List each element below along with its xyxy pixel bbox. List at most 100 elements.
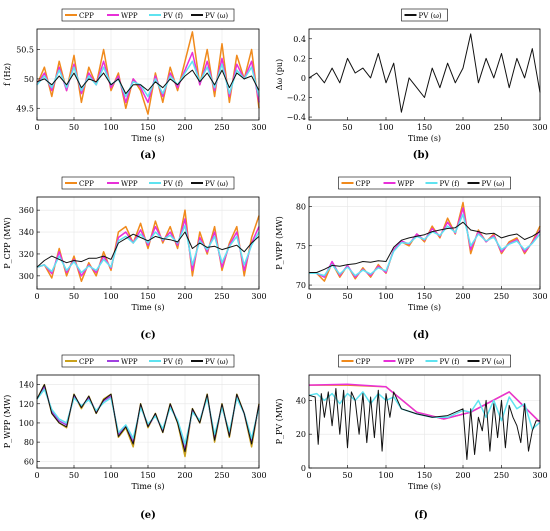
legend-label: CPP: [356, 358, 371, 366]
y-tick-label: 60: [24, 457, 34, 466]
chart-panel-c: 0 50 100 150 200 250 300 300 320 340 360 Time (s) P_…: [3, 176, 267, 341]
x-tick-label: 0: [306, 292, 311, 301]
legend-label: PV (f): [163, 180, 183, 188]
y-tick-label: 120: [19, 400, 34, 409]
x-tick-label: 50: [69, 123, 79, 132]
x-tick-label: 100: [103, 471, 118, 480]
x-tick-label: 150: [417, 471, 432, 480]
y-axis-label: P_PV (MW): [275, 399, 284, 445]
chart-panel-f: 0 50 100 150 200 250 300 0 20 40 Time (s) P_PV (MW)…: [275, 354, 548, 521]
x-tick-label: 50: [342, 292, 352, 301]
x-tick-label: 0: [34, 123, 39, 132]
x-tick-label: 250: [494, 292, 509, 301]
y-tick-label: 100: [19, 419, 34, 428]
x-tick-label: 150: [140, 471, 155, 480]
y-tick-label: 0: [301, 74, 306, 83]
x-tick-label: 100: [378, 123, 393, 132]
x-axis-label: Time (s): [131, 482, 164, 491]
y-tick-label: 49.5: [16, 104, 34, 113]
legend-box: [401, 8, 448, 22]
legend-label: PV (ω): [482, 180, 505, 188]
axes-frame: [308, 28, 541, 121]
x-tick-label: 300: [251, 471, 266, 480]
y-axis-label: P_CPP (MW): [3, 217, 12, 268]
x-tick-label: 0: [306, 123, 311, 132]
x-tick-label: 150: [417, 123, 432, 132]
legend-label: PV (f): [163, 358, 183, 366]
x-tick-label: 250: [214, 471, 229, 480]
x-tick-label: 50: [69, 471, 79, 480]
x-tick-label: 250: [494, 123, 509, 132]
series-line-PVw: [36, 384, 260, 453]
legend-label: PV (f): [163, 12, 183, 20]
y-tick-label: 80: [296, 202, 306, 211]
y-tick-label: 140: [19, 381, 34, 390]
x-tick-label: 100: [378, 292, 393, 301]
y-tick-label: 320: [19, 250, 34, 259]
legend-label: WPP: [398, 180, 415, 188]
legend-box: [338, 354, 511, 368]
x-tick-label: 250: [214, 292, 229, 301]
x-tick-label: 200: [177, 123, 192, 132]
series-line-WPP: [36, 218, 260, 277]
x-axis-label: Time (s): [131, 134, 164, 143]
series-line-PVw: [308, 33, 541, 113]
x-tick-label: 200: [455, 123, 470, 132]
x-tick-label: 200: [177, 292, 192, 301]
y-tick-label: −0.4: [287, 113, 306, 122]
x-tick-label: 0: [34, 471, 39, 480]
series-line-CPP: [36, 31, 260, 115]
chart-panel-a: 0 50 100 150 200 250 300 49.5 50 50.5 Time (s) f (H…: [3, 8, 267, 161]
x-axis-label: Time (s): [408, 482, 441, 491]
series-line-PVf: [36, 60, 260, 98]
legend-label: WPP: [121, 358, 138, 366]
panel-label: (b): [413, 150, 429, 161]
panel-label: (c): [140, 330, 156, 341]
x-tick-label: 0: [34, 292, 39, 301]
x-tick-label: 200: [177, 471, 192, 480]
panel-label: (a): [140, 150, 156, 161]
x-axis-label: Time (s): [408, 134, 441, 143]
legend-label: WPP: [121, 12, 138, 20]
chart-panel-e: 0 50 100 150 200 250 300 60 80 100 120 140 Time (s) P…: [3, 354, 267, 521]
y-tick-label: 300: [19, 272, 34, 281]
chart-panel-d: 0 50 100 150 200 250 300 70 75 80 Time (s) P_WPP (M…: [275, 176, 548, 341]
series-line-PVf: [36, 224, 260, 274]
x-tick-label: 50: [342, 123, 352, 132]
y-axis-label: f (Hz): [3, 63, 12, 86]
legend-label: PV (f): [440, 180, 460, 188]
x-tick-label: 100: [103, 292, 118, 301]
y-tick-label: 20: [296, 430, 306, 439]
x-tick-label: 100: [378, 471, 393, 480]
x-tick-label: 150: [140, 123, 155, 132]
legend-label: WPP: [121, 180, 138, 188]
y-tick-label: 50: [24, 75, 34, 84]
y-tick-label: 40: [296, 396, 306, 405]
legend-box: [61, 176, 235, 190]
y-tick-label: 0: [301, 464, 306, 473]
x-tick-label: 300: [532, 292, 547, 301]
x-axis-label: Time (s): [408, 303, 441, 312]
y-tick-label: 0.2: [293, 54, 306, 63]
x-tick-label: 0: [306, 471, 311, 480]
x-tick-label: 250: [214, 123, 229, 132]
x-tick-label: 150: [417, 292, 432, 301]
legend-box: [61, 8, 235, 22]
y-tick-label: 75: [296, 242, 306, 251]
legend-label: CPP: [79, 12, 94, 20]
x-tick-label: 200: [455, 292, 470, 301]
legend-label: PV (f): [440, 358, 460, 366]
y-tick-label: 80: [24, 438, 34, 447]
legend-label: CPP: [79, 180, 94, 188]
y-axis-label: P_WPP (MW): [275, 216, 284, 270]
y-tick-label: 340: [19, 228, 34, 237]
x-tick-label: 250: [494, 471, 509, 480]
legend-label: PV (ω): [482, 358, 505, 366]
x-axis-label: Time (s): [131, 303, 164, 312]
x-tick-label: 100: [103, 123, 118, 132]
series-line-PVf: [36, 388, 260, 445]
legend-label: PV (ω): [205, 358, 228, 366]
series-line-CPP: [36, 209, 260, 283]
series-line-PVw: [36, 69, 260, 95]
